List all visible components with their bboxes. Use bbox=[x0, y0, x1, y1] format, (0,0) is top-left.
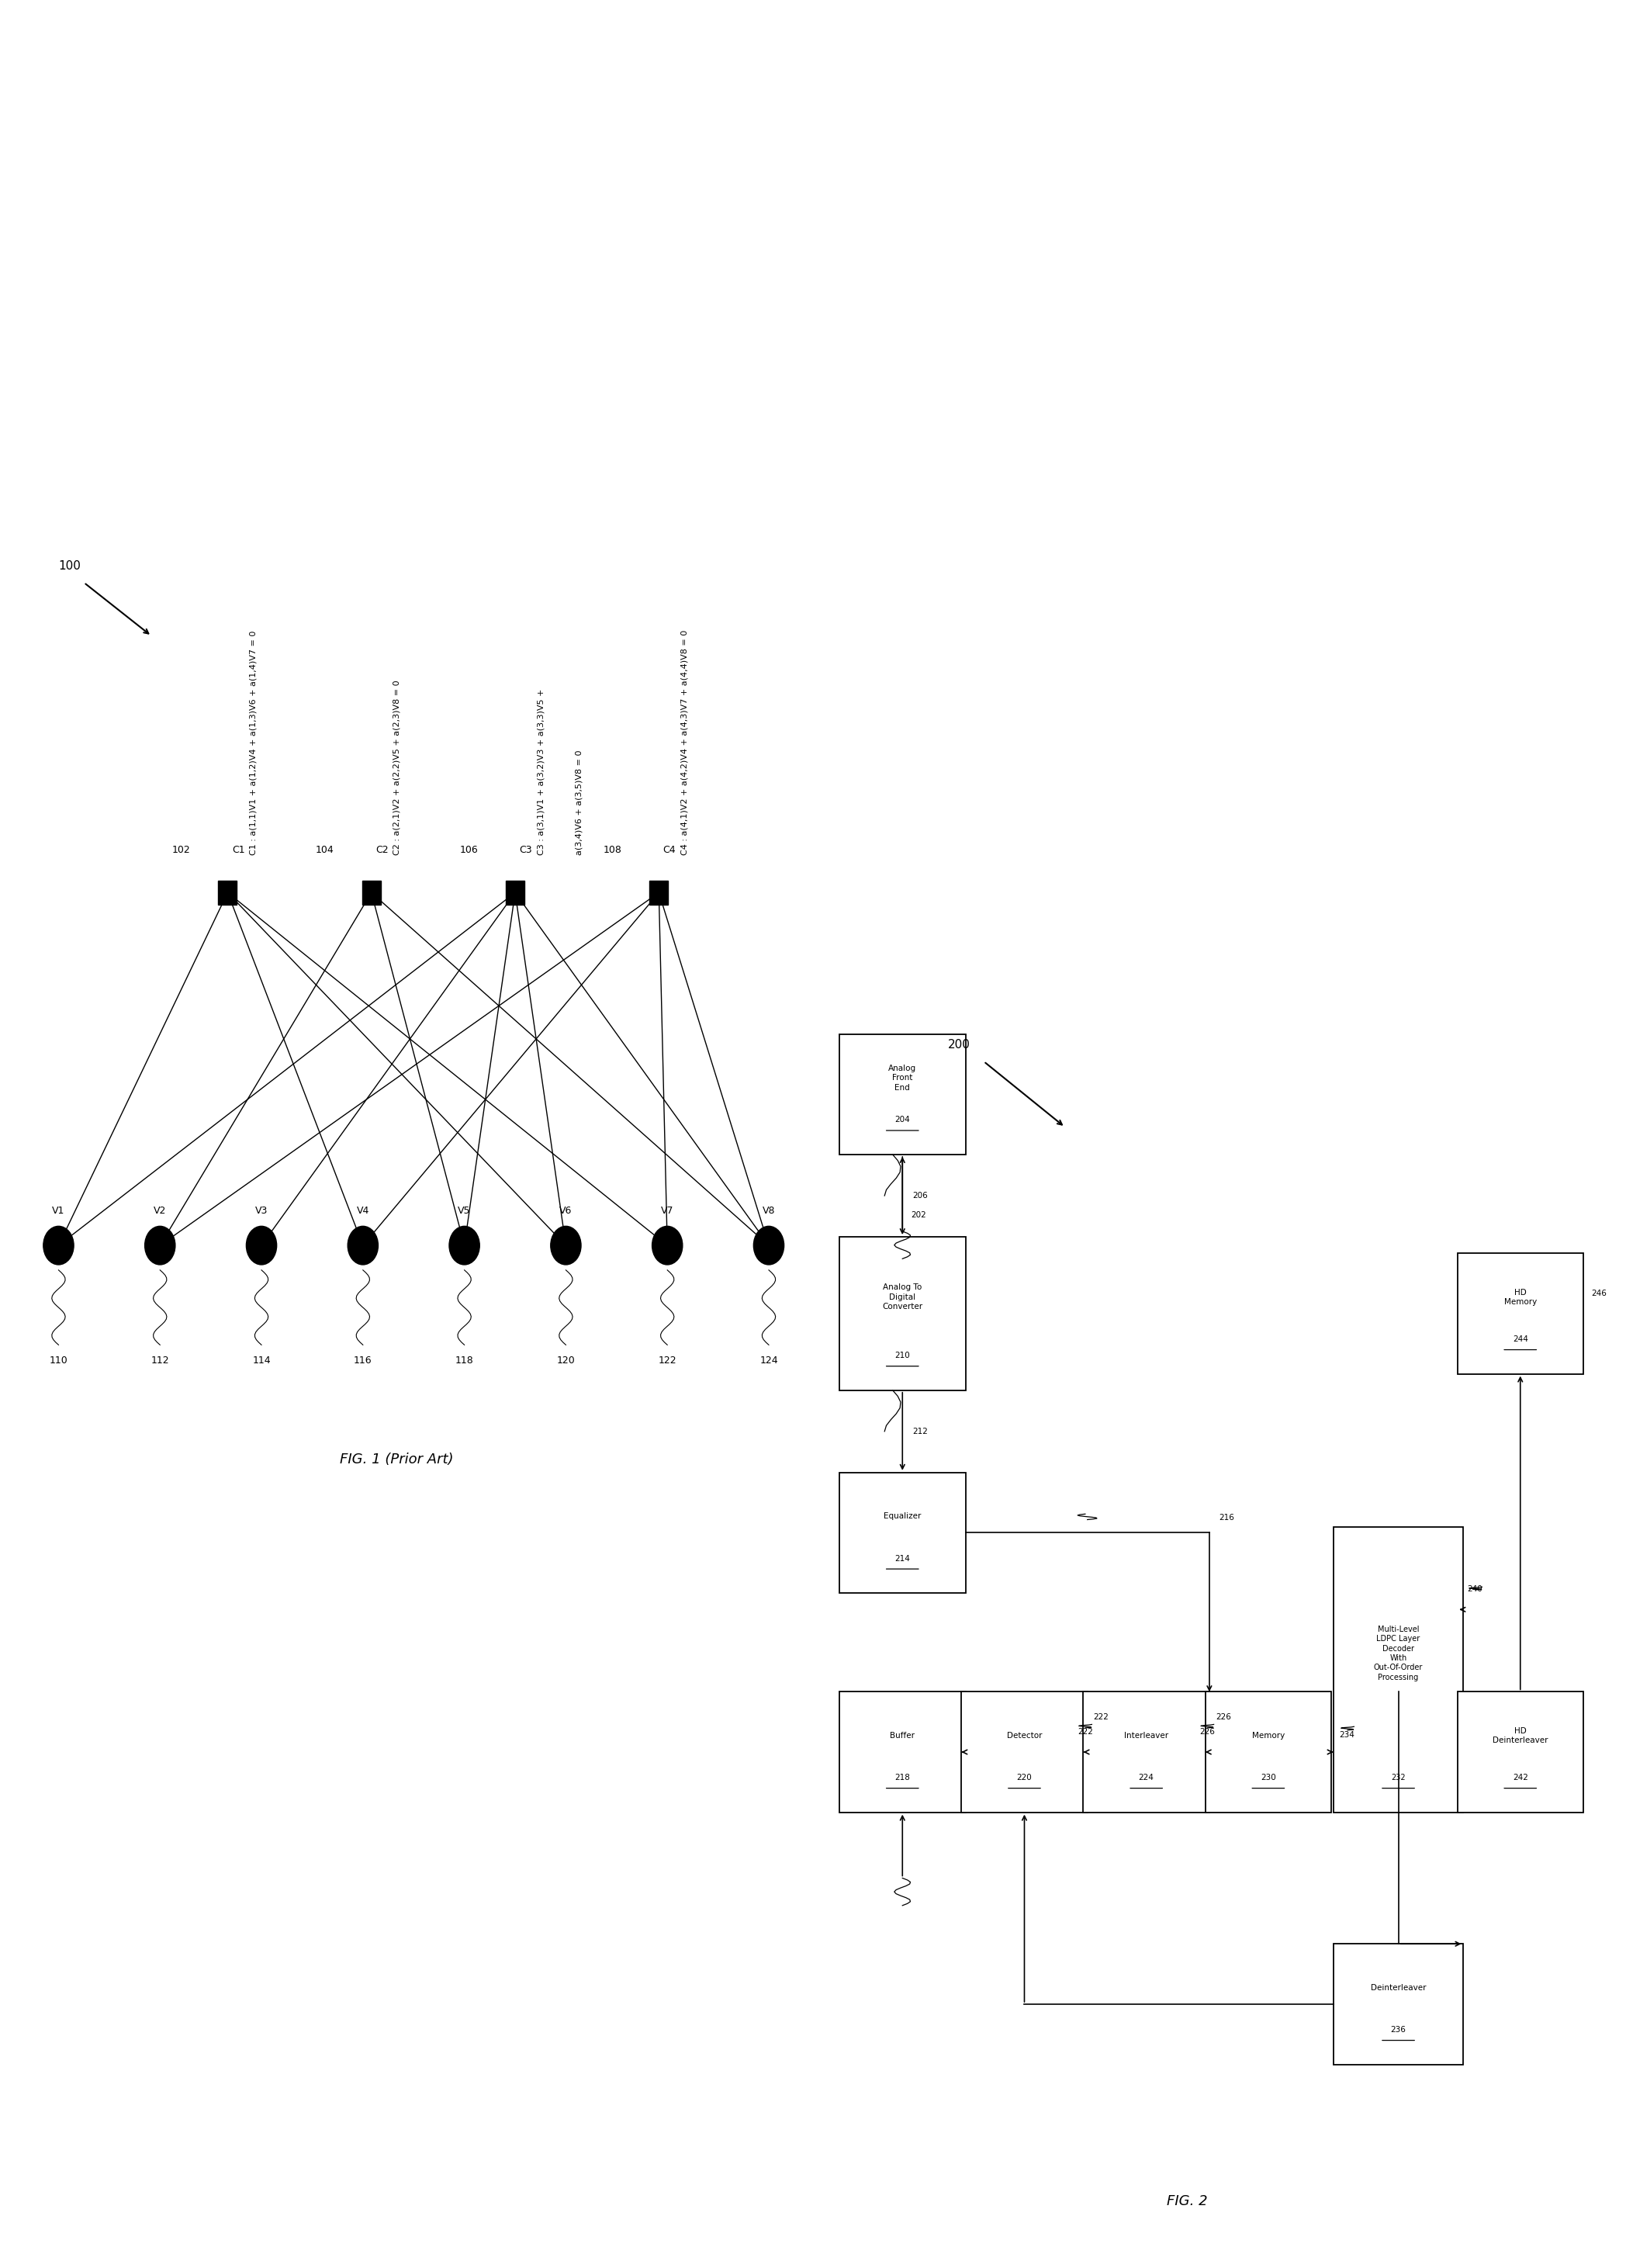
Text: C1 : a(1,1)V1 + a(1,2)V4 + a(1,3)V6 + a(1,4)V7 = 0: C1 : a(1,1)V1 + a(1,2)V4 + a(1,3)V6 + a(… bbox=[249, 631, 257, 855]
Text: 112: 112 bbox=[151, 1356, 169, 1365]
Text: 216: 216 bbox=[1220, 1515, 1234, 1522]
Text: 206: 206 bbox=[912, 1191, 927, 1200]
Text: V1: V1 bbox=[52, 1204, 65, 1216]
Text: a(3,4)V6 + a(3,5)V8 = 0: a(3,4)V6 + a(3,5)V8 = 0 bbox=[576, 751, 582, 855]
Text: 110: 110 bbox=[49, 1356, 68, 1365]
Circle shape bbox=[449, 1227, 480, 1266]
Text: Equalizer: Equalizer bbox=[883, 1513, 922, 1520]
Text: 102: 102 bbox=[172, 846, 190, 855]
Circle shape bbox=[44, 1227, 73, 1266]
Bar bbox=[839, 1692, 966, 1812]
Text: V2: V2 bbox=[153, 1204, 166, 1216]
Text: 210: 210 bbox=[894, 1352, 911, 1359]
Text: 230: 230 bbox=[1260, 1774, 1276, 1783]
Text: Deinterleaver: Deinterleaver bbox=[1371, 1984, 1426, 1991]
Text: 222: 222 bbox=[1093, 1715, 1109, 1721]
Bar bbox=[649, 880, 668, 905]
Text: 222: 222 bbox=[1078, 1728, 1093, 1735]
Text: V6: V6 bbox=[559, 1204, 572, 1216]
Circle shape bbox=[551, 1227, 580, 1266]
Text: 104: 104 bbox=[315, 846, 333, 855]
Text: 236: 236 bbox=[1390, 2025, 1406, 2034]
Bar bbox=[1333, 1944, 1463, 2064]
Text: V4: V4 bbox=[356, 1204, 369, 1216]
Text: 124: 124 bbox=[759, 1356, 777, 1365]
Bar bbox=[1205, 1692, 1332, 1812]
Bar bbox=[1457, 1692, 1584, 1812]
Text: 246: 246 bbox=[1592, 1288, 1606, 1297]
Text: 118: 118 bbox=[455, 1356, 473, 1365]
Text: 218: 218 bbox=[894, 1774, 911, 1783]
Text: 122: 122 bbox=[659, 1356, 676, 1365]
Text: 116: 116 bbox=[354, 1356, 372, 1365]
Text: 226: 226 bbox=[1215, 1715, 1231, 1721]
Text: HD
Deinterleaver: HD Deinterleaver bbox=[1493, 1726, 1548, 1744]
Text: 232: 232 bbox=[1392, 1774, 1405, 1783]
Bar bbox=[1083, 1692, 1210, 1812]
Text: 226: 226 bbox=[1200, 1728, 1215, 1735]
Text: C2: C2 bbox=[376, 846, 389, 855]
Text: Detector: Detector bbox=[1006, 1733, 1042, 1740]
Text: 224: 224 bbox=[1138, 1774, 1154, 1783]
Text: 240: 240 bbox=[1467, 1585, 1483, 1592]
Text: V8: V8 bbox=[763, 1204, 776, 1216]
Text: Multi-Level
LDPC Layer
Decoder
With
Out-Of-Order
Processing: Multi-Level LDPC Layer Decoder With Out-… bbox=[1374, 1626, 1423, 1681]
Text: Analog
Front
End: Analog Front End bbox=[888, 1064, 917, 1091]
Circle shape bbox=[348, 1227, 379, 1266]
Text: C1: C1 bbox=[233, 846, 246, 855]
Text: 212: 212 bbox=[912, 1427, 927, 1436]
Circle shape bbox=[145, 1227, 176, 1266]
Bar bbox=[218, 880, 237, 905]
Bar bbox=[839, 1236, 966, 1390]
Text: 106: 106 bbox=[460, 846, 478, 855]
Bar bbox=[839, 1472, 966, 1592]
Text: 242: 242 bbox=[1512, 1774, 1528, 1783]
Bar bbox=[363, 880, 380, 905]
Text: C4 : a(4,1)V2 + a(4,2)V4 + a(4,3)V7 + a(4,4)V8 = 0: C4 : a(4,1)V2 + a(4,2)V4 + a(4,3)V7 + a(… bbox=[681, 631, 688, 855]
Text: 120: 120 bbox=[556, 1356, 576, 1365]
Text: Memory: Memory bbox=[1252, 1733, 1285, 1740]
Text: V7: V7 bbox=[660, 1204, 673, 1216]
Text: 244: 244 bbox=[1512, 1336, 1528, 1343]
Circle shape bbox=[652, 1227, 683, 1266]
Text: Analog To
Digital
Converter: Analog To Digital Converter bbox=[883, 1284, 922, 1311]
Text: Buffer: Buffer bbox=[889, 1733, 915, 1740]
Text: 234: 234 bbox=[1340, 1730, 1354, 1740]
Bar bbox=[961, 1692, 1088, 1812]
Text: 100: 100 bbox=[59, 560, 81, 572]
Bar bbox=[839, 1034, 966, 1154]
Text: C3: C3 bbox=[519, 846, 532, 855]
Text: 202: 202 bbox=[911, 1211, 925, 1218]
Text: V5: V5 bbox=[459, 1204, 472, 1216]
Text: FIG. 2: FIG. 2 bbox=[1166, 2195, 1208, 2209]
Text: 220: 220 bbox=[1016, 1774, 1033, 1783]
Circle shape bbox=[246, 1227, 276, 1266]
Bar bbox=[1457, 1254, 1584, 1374]
Bar bbox=[506, 880, 525, 905]
Text: 108: 108 bbox=[603, 846, 621, 855]
Text: 204: 204 bbox=[894, 1116, 911, 1125]
Text: V3: V3 bbox=[255, 1204, 268, 1216]
Text: 200: 200 bbox=[948, 1039, 971, 1050]
Text: 214: 214 bbox=[894, 1554, 911, 1563]
Text: Interleaver: Interleaver bbox=[1124, 1733, 1169, 1740]
Circle shape bbox=[753, 1227, 784, 1266]
Text: C4: C4 bbox=[663, 846, 676, 855]
Text: HD
Memory: HD Memory bbox=[1504, 1288, 1537, 1306]
Text: C3 : a(3,1)V1 + a(3,2)V3 + a(3,3)V5 +: C3 : a(3,1)V1 + a(3,2)V3 + a(3,3)V5 + bbox=[537, 689, 545, 855]
Text: FIG. 1 (Prior Art): FIG. 1 (Prior Art) bbox=[340, 1452, 454, 1467]
Text: C2 : a(2,1)V2 + a(2,2)V5 + a(2,3)V8 = 0: C2 : a(2,1)V2 + a(2,2)V5 + a(2,3)V8 = 0 bbox=[393, 680, 402, 855]
Text: 114: 114 bbox=[252, 1356, 270, 1365]
Bar bbox=[1333, 1526, 1463, 1812]
